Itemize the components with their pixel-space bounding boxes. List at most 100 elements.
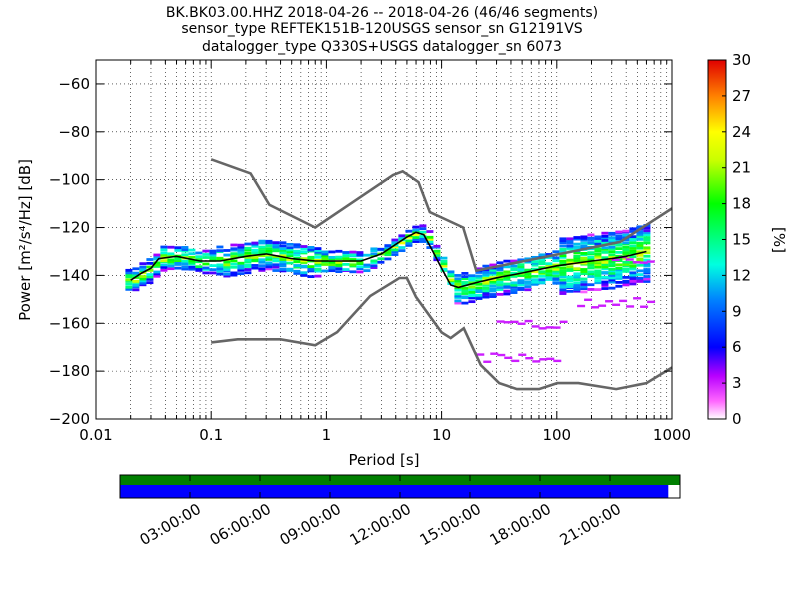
- density-cell: [335, 249, 343, 253]
- density-cell: [391, 253, 399, 256]
- density-cell: [328, 250, 336, 254]
- density-cell: [545, 278, 553, 281]
- density-cell: [629, 267, 637, 271]
- density-cell: [622, 263, 630, 266]
- density-cell-outlier: [646, 260, 655, 263]
- density-cell: [559, 273, 567, 276]
- density-cell: [594, 263, 602, 266]
- density-cell: [167, 245, 175, 249]
- timeline-tick-label: 21:00:00: [557, 500, 624, 549]
- density-cell: [419, 224, 427, 228]
- density-cell: [517, 269, 525, 273]
- density-cell: [615, 263, 623, 267]
- density-cell: [223, 265, 231, 269]
- density-cell: [580, 235, 588, 239]
- density-cell: [594, 247, 602, 251]
- density-cell: [426, 237, 434, 241]
- y-tick-label: −160: [49, 314, 90, 332]
- density-cell: [272, 243, 280, 246]
- density-cell: [125, 278, 133, 282]
- density-cell: [608, 286, 616, 290]
- density-cell: [279, 260, 287, 264]
- density-cell: [195, 260, 203, 264]
- density-cell-outlier: [605, 300, 614, 303]
- density-cell: [615, 266, 623, 270]
- density-cell: [132, 283, 140, 287]
- density-cell: [643, 277, 651, 281]
- density-cell: [244, 248, 252, 252]
- density-cell: [531, 274, 539, 278]
- density-cell: [244, 258, 252, 262]
- density-cell: [566, 241, 574, 244]
- density-cell: [622, 275, 630, 279]
- density-cell: [503, 270, 511, 274]
- density-cell: [573, 281, 581, 285]
- density-cell: [356, 251, 364, 254]
- density-cell: [230, 243, 238, 247]
- density-cell: [559, 244, 567, 248]
- density-cell-outlier: [552, 326, 561, 329]
- density-cell: [643, 251, 651, 255]
- density-cell: [356, 267, 364, 271]
- density-cell: [468, 285, 476, 289]
- density-cell: [132, 285, 140, 289]
- density-cell: [517, 286, 525, 290]
- density-cell: [307, 269, 315, 273]
- density-cell: [314, 262, 322, 266]
- density-cell: [258, 251, 266, 255]
- density-cell: [454, 294, 462, 298]
- density-cell: [580, 244, 588, 248]
- density-cell: [342, 268, 350, 271]
- density-cell: [412, 240, 420, 243]
- density-cell: [524, 257, 532, 261]
- density-cell: [244, 246, 252, 250]
- density-cell: [398, 234, 406, 238]
- density-cell: [538, 280, 546, 284]
- density-cell: [559, 254, 567, 258]
- density-cell: [608, 245, 616, 249]
- density-cell: [531, 280, 539, 284]
- density-cell: [356, 253, 364, 257]
- density-cell: [517, 265, 525, 269]
- density-cell: [615, 250, 623, 254]
- density-cell: [139, 283, 147, 287]
- density-cell: [328, 263, 336, 267]
- density-cell: [321, 250, 329, 254]
- density-cell: [398, 246, 406, 249]
- density-cell-outlier: [497, 353, 506, 357]
- density-cell: [559, 288, 567, 292]
- density-cell: [636, 250, 644, 254]
- density-cell: [559, 282, 567, 286]
- density-cell: [167, 254, 175, 258]
- density-cell: [356, 258, 364, 262]
- density-cell: [433, 244, 441, 248]
- density-cell: [174, 259, 182, 262]
- density-cell-outlier: [525, 356, 534, 360]
- density-cell: [216, 263, 224, 267]
- density-cell: [580, 259, 588, 263]
- density-cell: [573, 256, 581, 260]
- y-tick-label: −200: [49, 410, 90, 428]
- density-cell: [258, 267, 266, 271]
- density-cell: [636, 259, 644, 263]
- density-cell: [146, 275, 154, 279]
- density-cell: [160, 251, 168, 255]
- density-cell: [636, 273, 644, 276]
- density-cell: [573, 272, 581, 276]
- mode-curve: [130, 231, 647, 289]
- density-cell: [286, 258, 294, 261]
- density-cell: [629, 235, 637, 239]
- density-cell: [342, 262, 350, 266]
- density-cell: [279, 264, 287, 268]
- density-cell: [209, 256, 217, 260]
- density-cell: [153, 272, 161, 276]
- density-cell-outlier: [633, 297, 642, 300]
- density-cell: [286, 261, 294, 265]
- density-cell: [510, 281, 518, 285]
- density-cell-outlier: [511, 359, 520, 363]
- density-cell: [125, 275, 133, 279]
- density-cell: [153, 253, 161, 257]
- density-cell: [370, 266, 378, 269]
- density-cell: [468, 292, 476, 296]
